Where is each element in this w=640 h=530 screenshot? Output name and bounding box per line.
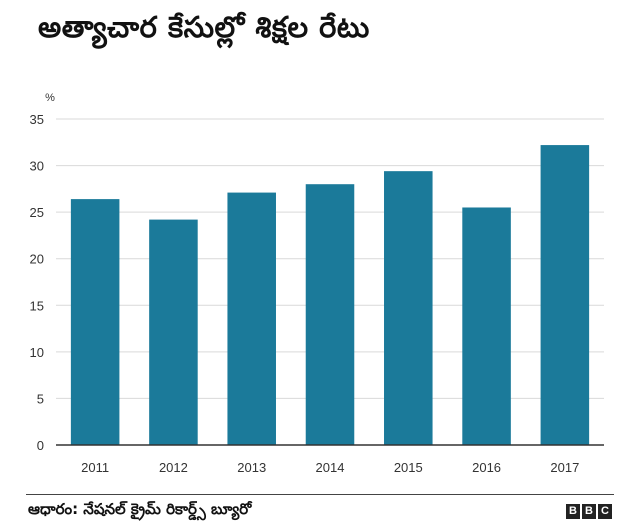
- chart-title: అత్యాచార కేసుల్లో శిక్షల రేటు: [38, 10, 370, 44]
- bar: [70, 199, 120, 445]
- y-tick-label: 15: [30, 298, 44, 313]
- y-tick-label: 35: [30, 112, 44, 127]
- logo-letter: C: [598, 504, 612, 519]
- x-tick-label: 2016: [472, 460, 501, 475]
- bar: [540, 145, 590, 445]
- x-tick-label: 2017: [550, 460, 579, 475]
- bbc-logo: B B C: [566, 504, 612, 519]
- y-tick-label: 10: [30, 345, 44, 360]
- x-tick-label: 2015: [394, 460, 423, 475]
- bar: [305, 184, 355, 445]
- y-tick-label: 25: [30, 205, 44, 220]
- x-tick-label: 2014: [316, 460, 345, 475]
- bar: [149, 219, 198, 445]
- source-divider: [26, 494, 614, 495]
- bar: [227, 192, 276, 445]
- y-tick-label: 0: [37, 438, 44, 453]
- x-tick-label: 2013: [237, 460, 266, 475]
- bar: [462, 207, 511, 445]
- logo-letter: B: [566, 504, 580, 519]
- x-tick-label: 2012: [159, 460, 188, 475]
- y-axis-label: %: [45, 92, 55, 104]
- y-tick-label: 20: [30, 252, 44, 267]
- y-tick-label: 30: [30, 159, 44, 174]
- bar: [384, 171, 433, 445]
- x-tick-label: 2011: [81, 460, 109, 475]
- y-tick-label: 5: [37, 391, 44, 406]
- logo-letter: B: [582, 504, 596, 519]
- source-note: ఆధారం: నేషనల్ క్రైమ్ రికార్డ్స్ బ్యూరో: [28, 500, 252, 518]
